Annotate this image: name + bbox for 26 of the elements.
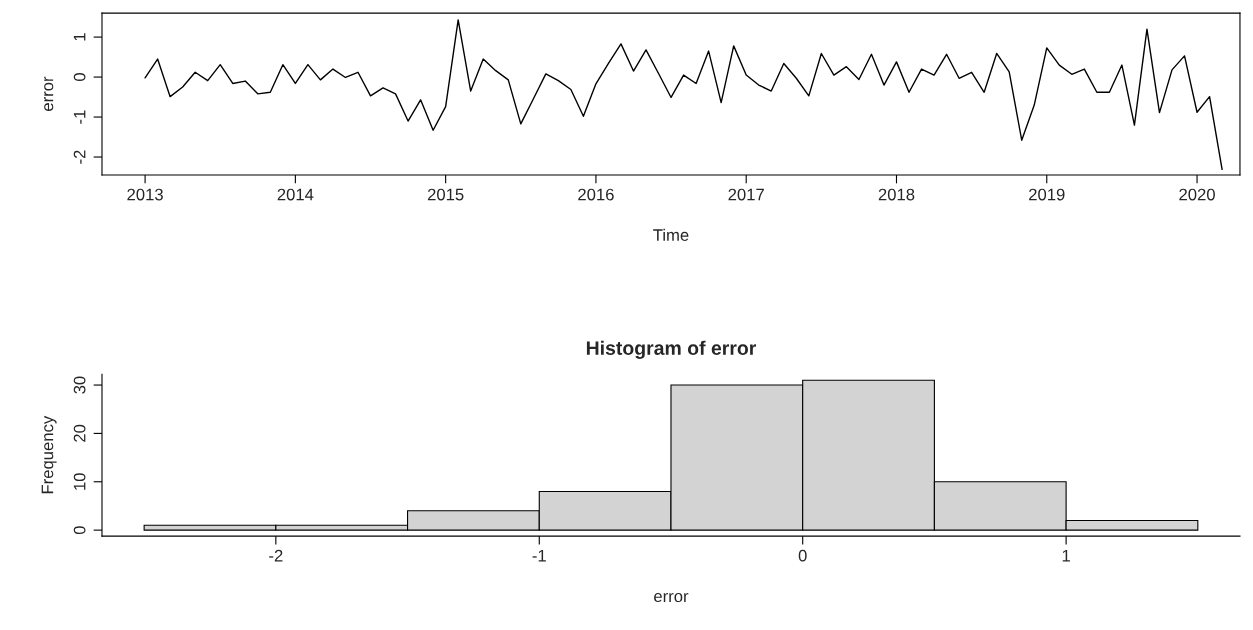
x-tick-label: 1 [1062,549,1070,562]
x-tick-label: 0 [798,549,807,562]
x-tick-label: 2015 [427,188,464,201]
x-tick-label: 2019 [1029,188,1065,201]
y-tick-label: 0 [73,526,86,535]
x-tick-label: 2013 [127,188,163,201]
y-axis-title: Frequency [41,415,57,494]
x-tick-label: -1 [532,549,546,562]
y-axis-title: error [44,76,54,111]
x-axis-title: error [654,592,689,603]
x-tick-label: 2017 [728,188,764,201]
y-tick-label: 30 [73,376,86,394]
x-tick-label: 2016 [578,188,614,201]
chart-title: Histogram of error [586,340,757,359]
x-tick-label: 2014 [277,188,314,201]
line-series [144,19,1223,171]
y-tick-label: 20 [73,424,86,442]
y-tick-label: -2 [73,150,86,164]
y-tick-label: 0 [73,73,86,82]
x-tick-label: -2 [269,549,283,562]
x-tick-label: 2020 [1179,188,1215,201]
x-tick-label: 2018 [878,188,915,201]
y-tick-label: 1 [73,33,86,41]
y-tick-label: 10 [73,473,86,490]
x-axis-title: Time [653,228,689,241]
y-tick-label: -1 [73,110,86,124]
